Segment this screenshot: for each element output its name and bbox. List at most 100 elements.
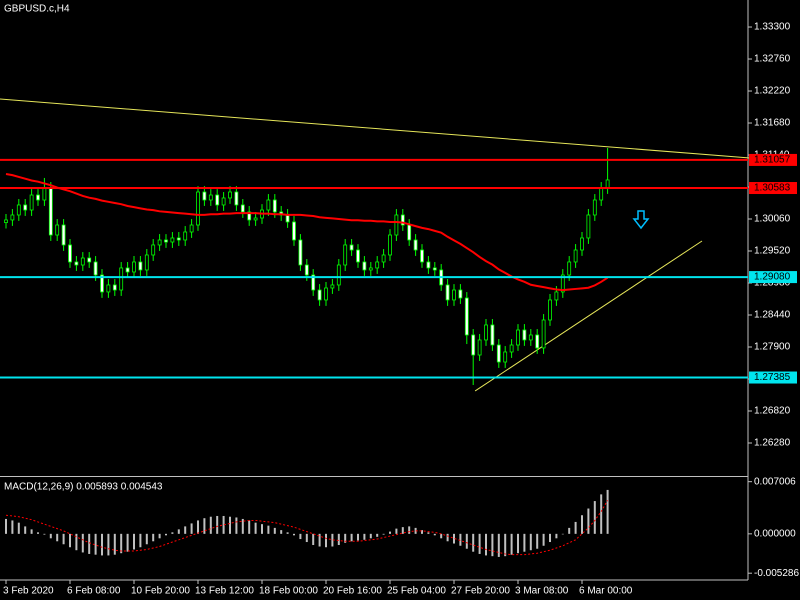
candle-body (349, 244, 354, 251)
candle-body (266, 199, 271, 211)
candle-body (580, 237, 584, 251)
x-tick-label: 6 Feb 08:00 (67, 586, 121, 597)
candle-body (272, 199, 277, 213)
candle-body (157, 239, 162, 246)
candle-body (106, 284, 111, 293)
macd-bar (369, 533, 372, 539)
candle-body (100, 274, 104, 293)
y-tick-label: 1.28440 (754, 310, 791, 321)
candle-body (356, 249, 360, 263)
candle-body (285, 214, 290, 223)
moving-average (5, 172, 609, 292)
macd-bar (94, 533, 97, 555)
candle-body (132, 261, 136, 273)
candle-body (234, 191, 239, 206)
candle-body (413, 239, 418, 251)
candle-body (458, 289, 463, 299)
macd-bar (299, 533, 302, 540)
candle-body (87, 257, 92, 263)
macd-bar (5, 518, 7, 534)
macd-bar (606, 489, 609, 534)
macd-bar (504, 533, 507, 557)
macd-bar (491, 533, 494, 557)
candle-body (541, 319, 546, 349)
macd-bar (209, 516, 212, 534)
macd-bar (363, 533, 366, 540)
macd-bar (267, 525, 270, 534)
macd-bar (318, 533, 321, 547)
macd-bar (293, 533, 295, 536)
macd-bar (17, 522, 20, 534)
candle-body (477, 339, 482, 356)
candle-body (375, 261, 380, 269)
x-tick-label: 3 Mar 08:00 (515, 586, 569, 597)
x-tick-label: 13 Feb 12:00 (195, 586, 254, 597)
price-label: 1.31057 (754, 155, 791, 166)
macd-bar (593, 501, 596, 534)
candle-body (394, 214, 399, 236)
candle-body (170, 237, 175, 243)
macd-bar (30, 529, 33, 534)
candle-body (586, 214, 591, 239)
macd-bar (190, 523, 193, 534)
macd-bar (62, 533, 65, 545)
macd-bar (389, 531, 391, 534)
candle-body (509, 344, 514, 353)
macd-bar (542, 533, 545, 546)
candle-body (388, 234, 392, 256)
macd-bar (376, 533, 379, 537)
candle-body (407, 224, 412, 241)
candle-body (202, 191, 207, 201)
price-label: 1.27385 (754, 372, 791, 383)
macd-bar (331, 533, 334, 547)
macd-bar (203, 518, 206, 534)
candle-body (445, 284, 450, 301)
macd-bar (37, 532, 39, 534)
macd-bar (382, 533, 385, 535)
macd-bar (177, 529, 180, 534)
candle-body (554, 291, 559, 301)
x-tick-label: 6 Mar 00:00 (579, 586, 633, 597)
macd-bar (536, 533, 539, 549)
y-tick-label: 1.32760 (754, 54, 791, 65)
candle-body (490, 324, 495, 346)
y-tick-label: 1.30060 (754, 214, 791, 225)
y-tick-label: 1.26280 (754, 438, 791, 449)
macd-bar (472, 533, 475, 552)
candle-body (119, 267, 124, 291)
arrow-icon (632, 210, 650, 230)
trendline (0, 98, 751, 159)
price-label-box (749, 182, 797, 195)
macd-bar (280, 530, 283, 534)
macd-bar (126, 533, 129, 552)
macd-bar (81, 533, 84, 553)
macd-bar (101, 533, 103, 556)
candle-body (247, 211, 252, 221)
macd-bar (312, 533, 315, 546)
candle-body (311, 274, 316, 291)
candle-body (362, 261, 367, 271)
macd-bar (453, 533, 455, 544)
candle-body (144, 254, 149, 271)
y-tick-label: 1.31680 (754, 118, 791, 129)
candle-body (330, 284, 335, 289)
macd-bar (69, 533, 71, 548)
candle-body (516, 329, 520, 346)
macd-bar (49, 533, 52, 539)
macd-bar (171, 532, 174, 534)
macd-bar (555, 533, 558, 539)
candle-body (74, 261, 79, 266)
price-label-box (749, 271, 797, 284)
candle-body (48, 187, 53, 236)
price-label-box (749, 371, 797, 384)
candle-body (196, 191, 200, 226)
macd-bar (165, 533, 167, 536)
macd-bar (120, 533, 123, 554)
macd-bar (158, 533, 161, 539)
macd-bar (152, 533, 155, 542)
x-tick-label: 27 Feb 20:00 (451, 586, 510, 597)
candle-body (164, 239, 168, 243)
candle-body (29, 194, 34, 211)
macd-bar (401, 527, 404, 534)
